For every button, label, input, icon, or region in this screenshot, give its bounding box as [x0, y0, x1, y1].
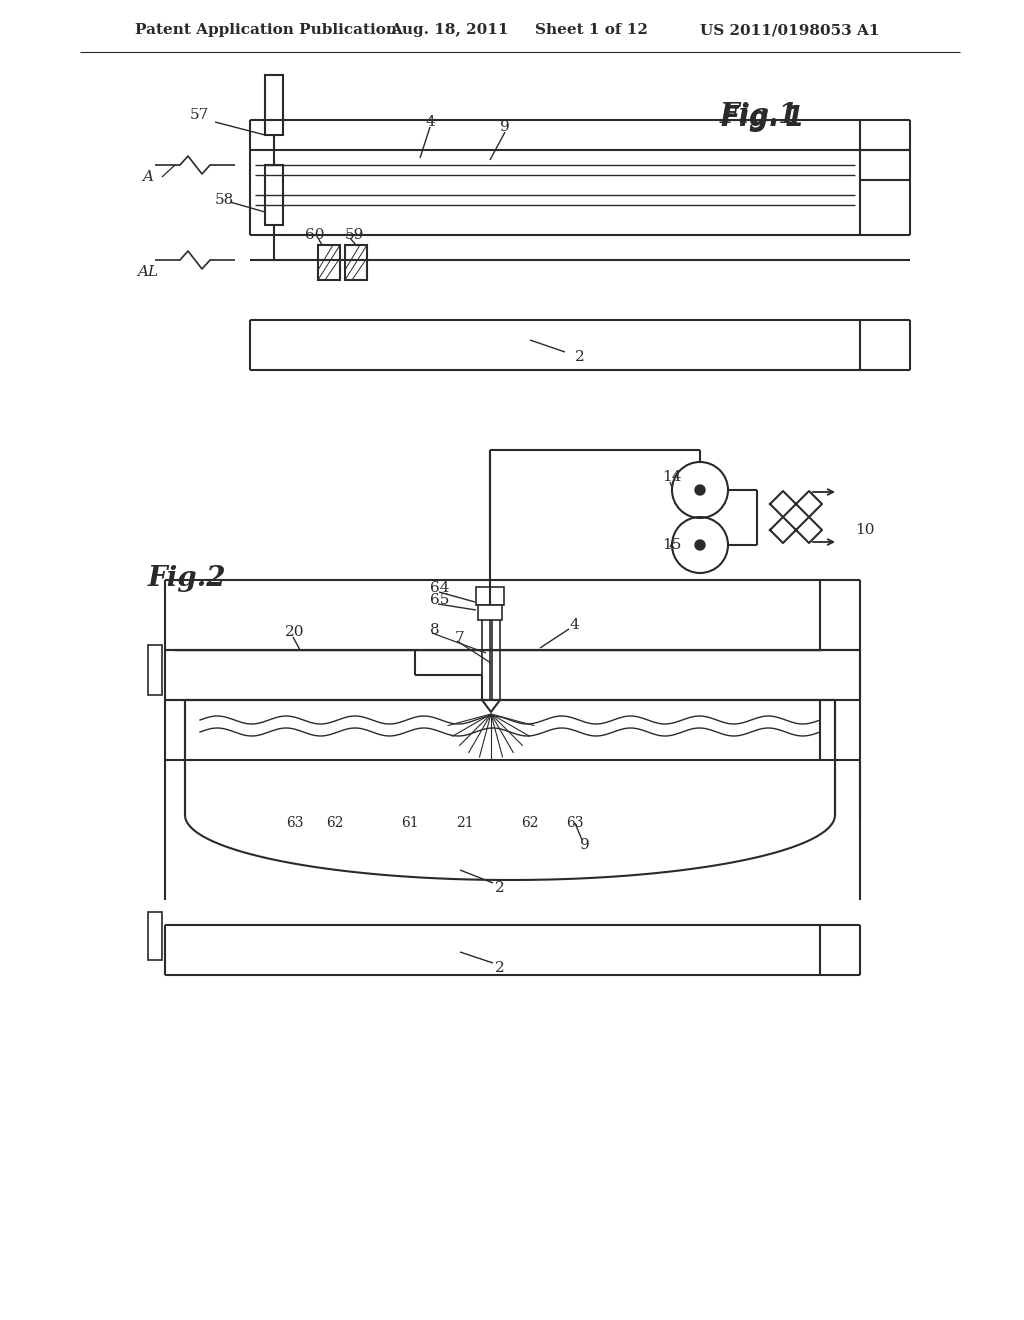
Text: AL: AL [137, 265, 159, 279]
Text: A: A [142, 170, 154, 183]
Text: 15: 15 [662, 539, 681, 552]
Text: 2: 2 [496, 880, 505, 895]
Text: 59: 59 [345, 228, 365, 242]
Text: Fig.1: Fig.1 [720, 102, 799, 129]
Text: 20: 20 [285, 624, 304, 639]
Text: 7: 7 [455, 631, 465, 645]
Text: Fig.2: Fig.2 [148, 565, 226, 591]
Circle shape [695, 540, 705, 550]
Text: 10: 10 [855, 523, 874, 537]
Bar [318, 246, 340, 280]
Text: 63: 63 [287, 816, 304, 830]
Bar [345, 246, 367, 280]
Text: 63: 63 [566, 816, 584, 830]
Text: $\bfit{Fig}$$\bfit{.1}$: $\bfit{Fig}$$\bfit{.1}$ [720, 102, 803, 135]
Bar [265, 75, 283, 135]
Text: 9: 9 [500, 120, 510, 135]
Text: US 2011/0198053 A1: US 2011/0198053 A1 [700, 22, 880, 37]
Circle shape [695, 484, 705, 495]
Text: 14: 14 [662, 470, 682, 484]
Bar [492, 605, 500, 700]
Text: 62: 62 [521, 816, 539, 830]
Text: 65: 65 [430, 593, 450, 607]
Text: 57: 57 [190, 108, 209, 121]
Bar [148, 912, 162, 960]
Text: 64: 64 [430, 581, 450, 595]
Text: 60: 60 [305, 228, 325, 242]
Text: Sheet 1 of 12: Sheet 1 of 12 [535, 22, 648, 37]
Text: 8: 8 [430, 623, 439, 638]
Text: 62: 62 [327, 816, 344, 830]
Bar [265, 165, 283, 224]
Text: 4: 4 [570, 618, 580, 632]
Text: 61: 61 [401, 816, 419, 830]
Text: 4: 4 [425, 115, 435, 129]
Text: 2: 2 [575, 350, 585, 364]
Text: 2: 2 [496, 961, 505, 975]
Bar [476, 587, 504, 605]
Text: 9: 9 [581, 838, 590, 851]
Bar [148, 645, 162, 696]
Text: Patent Application Publication: Patent Application Publication [135, 22, 397, 37]
Bar [478, 605, 502, 620]
Text: Aug. 18, 2011: Aug. 18, 2011 [390, 22, 509, 37]
Text: 58: 58 [215, 193, 234, 207]
Bar [482, 605, 490, 700]
Text: 21: 21 [456, 816, 474, 830]
